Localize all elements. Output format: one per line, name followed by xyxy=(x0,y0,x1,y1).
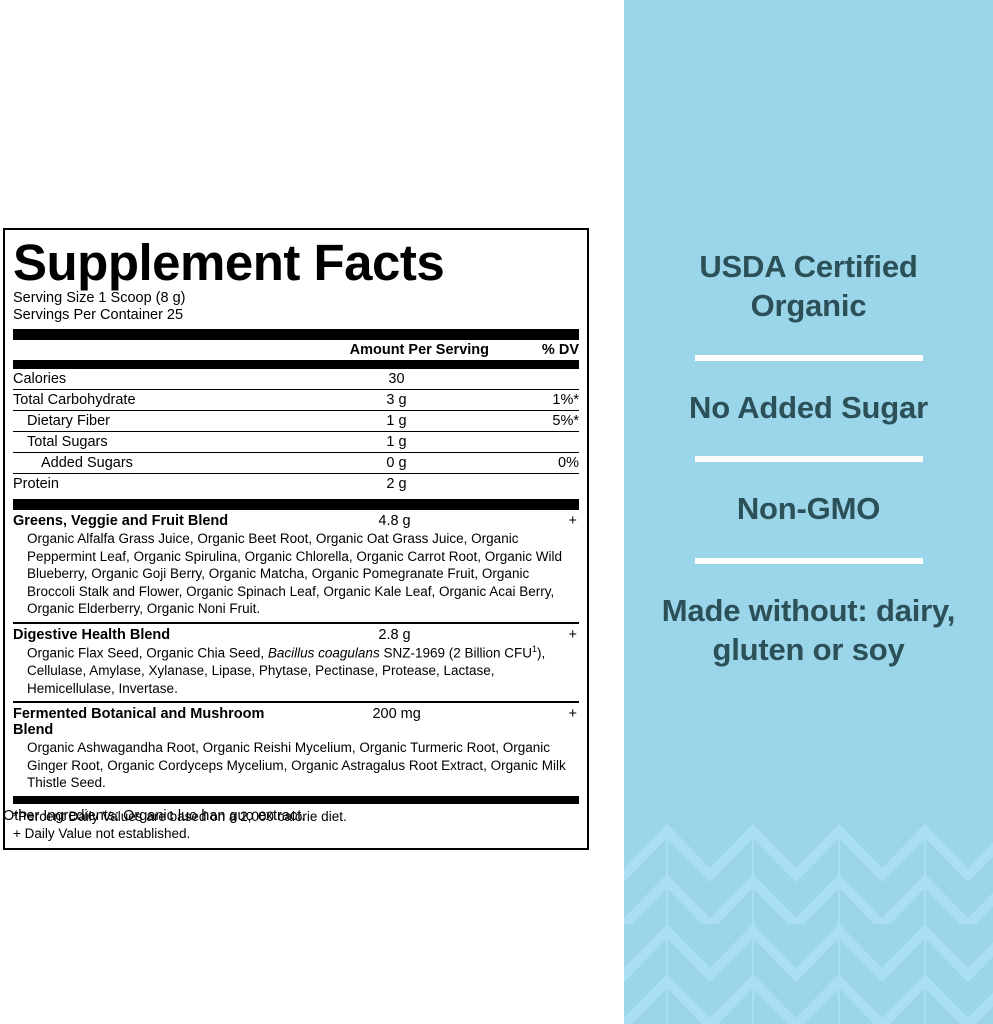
nutrient-dv: 0% xyxy=(489,452,579,475)
claim-divider xyxy=(694,558,923,564)
table-row: Dietary Fiber 1 g 5%* xyxy=(13,410,579,433)
table-row: Calories 30 xyxy=(13,369,579,391)
nutrition-table: Amount Per Serving % DV xyxy=(13,340,579,362)
footnotes: *Percent Daily Values are based on a 2,0… xyxy=(13,804,579,848)
organism-name-italic: Bacillus coagulans xyxy=(267,645,380,661)
blend-section-fermented: Fermented Botanical and Mushroom Blend 2… xyxy=(5,703,587,796)
nutrient-amount: 0 g xyxy=(304,452,489,475)
blend-dv: + xyxy=(568,513,577,530)
blend-amount: 2.8 g xyxy=(378,626,411,643)
blend-separator-2 xyxy=(13,701,579,704)
blend-ingredients: Organic Flax Seed, Organic Chia Seed, Ba… xyxy=(13,644,579,701)
table-header-row: Amount Per Serving % DV xyxy=(13,340,579,362)
nutrient-dv xyxy=(489,474,579,495)
divider-bar-thick-top xyxy=(13,329,579,341)
nutrient-amount: 1 g xyxy=(304,410,489,433)
claim-made-without-allergens: Made without: dairy, gluten or soy xyxy=(661,593,956,667)
nutrient-amount: 2 g xyxy=(386,476,407,493)
nutrient-name: Protein xyxy=(13,476,59,493)
other-ingredients: Other Ingredients: Organic luo han guo e… xyxy=(3,808,306,824)
header-amount-per-serving: Amount Per Serving xyxy=(304,340,489,362)
chevron-pattern-background xyxy=(624,824,993,1024)
blend-section-digestive: Digestive Health Blend 2.8 g + Organic F… xyxy=(5,624,587,701)
footnote-dv-not-established: + Daily Value not established. xyxy=(13,826,191,842)
table-row: Total Carbohydrate 3 g 1%* xyxy=(13,389,579,412)
divider-bar-footnotes xyxy=(13,795,579,804)
supplement-facts-pane: Supplement Facts Serving Size 1 Scoop (8… xyxy=(3,228,589,850)
servings-per-container: Servings Per Container 25 xyxy=(13,307,184,324)
nutrient-amount: 3 g xyxy=(304,389,489,412)
nutrient-name: Total Carbohydrate xyxy=(13,389,304,412)
blend-ingredients: Organic Ashwagandha Root, Organic Reishi… xyxy=(27,740,566,791)
nutrient-dv: 5%* xyxy=(489,410,579,433)
ingredients-tail: ), Cellulase, Amylase, Xylanase, Lipase,… xyxy=(27,645,546,696)
blend-section-greens: Greens, Veggie and Fruit Blend 4.8 g + O… xyxy=(5,510,587,622)
nutrient-amount: 30 xyxy=(304,369,489,391)
claims-pane: USDA Certified Organic No Added Sugar No… xyxy=(624,0,993,1024)
table-row: Protein 2 g xyxy=(13,474,579,495)
blend-dv: + xyxy=(568,706,578,723)
blend-separator-1 xyxy=(13,621,579,624)
blend-name: Digestive Health Blend xyxy=(13,626,171,643)
table-row: Total Sugars 1 g xyxy=(13,431,579,454)
claim-divider xyxy=(694,354,923,361)
blend-amount: 4.8 g xyxy=(378,513,411,530)
divider-bar-medium xyxy=(13,361,579,370)
blend-ingredients: Organic Alfalfa Grass Juice, Organic Bee… xyxy=(27,531,562,617)
divider-bar-thick-blends xyxy=(13,499,579,511)
serving-size: Serving Size 1 Scoop (8 g) xyxy=(13,289,186,306)
footnote-superscript: 1 xyxy=(532,643,538,654)
blend-name: Fermented Botanical and Mushroom Blend xyxy=(13,706,265,739)
nutrient-name: Added Sugars xyxy=(13,452,304,475)
blend-dv: + xyxy=(568,626,577,643)
nutrient-dv xyxy=(489,431,579,454)
blend-amount: 200 mg xyxy=(372,706,421,723)
nutrient-dv xyxy=(489,369,579,391)
nutrient-amount: 1 g xyxy=(304,431,489,454)
nutrient-name: Dietary Fiber xyxy=(13,410,304,433)
nutrient-rows: Calories 30 Total Carbohydrate 3 g 1%* D… xyxy=(13,369,579,494)
nutrient-dv: 1%* xyxy=(489,389,579,412)
claims-list: USDA Certified Organic No Added Sugar No… xyxy=(624,0,993,670)
header-percent-dv: % DV xyxy=(489,340,579,362)
claim-usda-certified-organic: USDA Certified Organic xyxy=(699,249,918,323)
table-row: Added Sugars 0 g 0% xyxy=(13,452,579,475)
ingredients-middle: SNZ-1969 (2 Billion CFU xyxy=(379,645,532,661)
claim-divider xyxy=(694,456,923,463)
nutrient-name: Calories xyxy=(13,369,304,391)
supplement-facts-panel: Supplement Facts Serving Size 1 Scoop (8… xyxy=(3,228,589,850)
nutrient-name: Total Sugars xyxy=(13,431,304,454)
claim-no-added-sugar: No Added Sugar xyxy=(689,389,928,425)
claim-non-gmo: Non-GMO xyxy=(736,491,881,527)
footnote-daily-values: *Percent Daily Values are based on a 2,0… xyxy=(13,808,347,824)
header-blank xyxy=(13,340,304,362)
ingredients-prefix: Organic Flax Seed, Organic Chia Seed, xyxy=(27,645,268,661)
blend-name: Greens, Veggie and Fruit Blend xyxy=(13,513,229,530)
supplement-facts-title: Supplement Facts xyxy=(13,234,445,291)
